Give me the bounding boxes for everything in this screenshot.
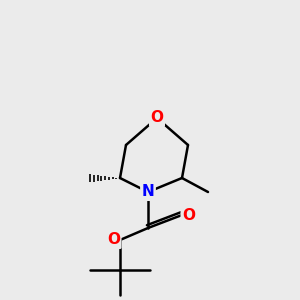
Text: O: O [151, 110, 164, 125]
Text: O: O [182, 208, 195, 223]
Text: N: N [142, 184, 154, 200]
Text: O: O [107, 232, 120, 247]
